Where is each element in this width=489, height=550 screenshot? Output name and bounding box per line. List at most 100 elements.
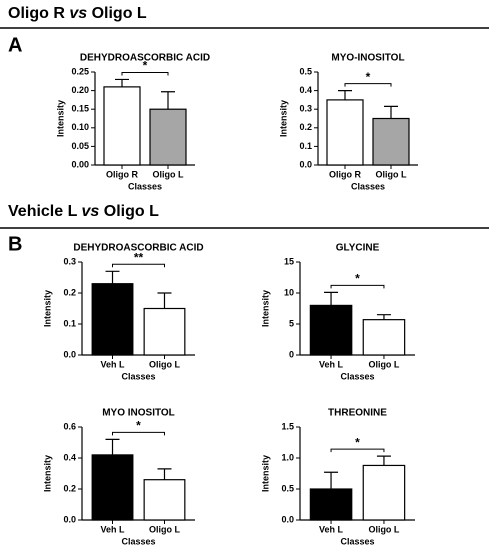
x-tick-label: Oligo L xyxy=(149,359,180,369)
error-bar xyxy=(105,270,120,284)
chart-title: MYO-INOSITOL xyxy=(331,53,404,64)
error-bar xyxy=(384,105,398,119)
y-tick-label: 0.15 xyxy=(71,104,89,114)
bar xyxy=(309,488,353,521)
chart-title: DEHYDROASCORBIC ACID xyxy=(80,53,210,64)
section-title: Oligo R vs Oligo L xyxy=(8,5,147,22)
y-tick-label: 0.6 xyxy=(63,421,76,431)
y-tick-label: 0.0 xyxy=(281,514,294,524)
bar xyxy=(326,99,364,166)
bar xyxy=(362,464,406,521)
y-tick-label: 0.20 xyxy=(71,85,89,95)
y-tick-label: 1.5 xyxy=(281,421,294,431)
y-axis-label: Intensity xyxy=(42,455,52,492)
chart-title: THREONINE xyxy=(328,408,387,419)
y-tick-label: 0.05 xyxy=(71,141,89,151)
bar xyxy=(143,479,186,521)
bar xyxy=(143,307,186,356)
bar xyxy=(91,454,134,521)
section-title: Vehicle L vs Oligo L xyxy=(8,203,159,220)
significance-label: * xyxy=(143,59,148,73)
error-bar xyxy=(161,91,175,110)
chart-panel: MYO INOSITOL 0.0 0.2 0.4 0.6 Intensity Classes… xyxy=(42,408,195,546)
chart-panel: DEHYDROASCORBIC ACID 0.0 0.1 0.2 0.3 Intensit… xyxy=(42,243,203,382)
error-bar xyxy=(324,471,339,489)
chart-title: MYO INOSITOL xyxy=(102,408,175,419)
significance-label: * xyxy=(136,419,141,433)
x-axis-label: Classes xyxy=(351,181,385,191)
x-tick-label: Oligo L xyxy=(376,169,407,179)
x-axis-label: Classes xyxy=(121,371,155,381)
y-tick-label: 0.1 xyxy=(63,318,76,328)
x-tick-label: Veh L xyxy=(101,359,126,369)
x-tick-label: Veh L xyxy=(319,524,344,534)
significance-bracket xyxy=(330,284,385,289)
significance-label: * xyxy=(355,272,360,286)
error-bar xyxy=(105,438,120,455)
chart-panel: DEHYDROASCORBIC ACID 0.00 0.05 0.10 0.15 0.20… xyxy=(55,53,210,192)
y-axis-label: Intensity xyxy=(55,100,65,137)
error-bar xyxy=(115,78,129,87)
significance-bracket xyxy=(330,448,385,453)
x-tick-label: Oligo L xyxy=(368,359,399,369)
x-tick-label: Oligo L xyxy=(149,524,180,534)
significance-bracket xyxy=(121,71,169,76)
chart-panel: THREONINE 0.0 0.5 1.0 1.5 Intensity Classes Veh… xyxy=(260,408,415,546)
section-label: B xyxy=(8,233,22,255)
x-tick-label: Veh L xyxy=(101,524,126,534)
y-axis-label: Intensity xyxy=(42,290,52,327)
x-axis-label: Classes xyxy=(340,371,374,381)
bar xyxy=(91,283,134,356)
chart-title: DEHYDROASCORBIC ACID xyxy=(73,243,203,254)
y-tick-label: 5 xyxy=(289,318,294,328)
error-bar xyxy=(157,292,172,309)
significance-bracket xyxy=(112,263,165,268)
y-tick-label: 0.0 xyxy=(63,514,76,524)
y-tick-label: 0.5 xyxy=(281,483,294,493)
error-bar xyxy=(157,468,172,480)
error-bar xyxy=(376,314,391,320)
section-label: A xyxy=(8,34,22,56)
y-tick-label: 1.0 xyxy=(281,452,294,462)
significance-label: * xyxy=(355,435,360,449)
chart-title: GLYCINE xyxy=(336,243,380,254)
y-tick-label: 0.0 xyxy=(63,349,76,359)
y-tick-label: 0.4 xyxy=(63,452,76,462)
bar xyxy=(149,108,187,166)
x-axis-label: Classes xyxy=(128,181,162,191)
y-tick-label: 10 xyxy=(284,287,294,297)
y-tick-label: 0.3 xyxy=(299,104,312,114)
significance-bracket xyxy=(344,83,392,87)
y-axis-label: Intensity xyxy=(260,455,270,492)
chart-panel: MYO-INOSITOL 0.0 0.1 0.2 0.3 0.4 0.5 Intensity C… xyxy=(278,53,418,191)
y-tick-label: 0.4 xyxy=(299,85,312,95)
bar xyxy=(362,319,406,356)
y-tick-label: 0.3 xyxy=(63,256,76,266)
y-axis-label: Intensity xyxy=(260,290,270,327)
bar xyxy=(309,304,353,356)
significance-bracket xyxy=(112,431,165,436)
chart-panel: GLYCINE 0 5 10 15 Intensity Classes Veh L Oligo … xyxy=(260,243,415,381)
x-tick-label: Veh L xyxy=(319,359,344,369)
x-tick-label: Oligo L xyxy=(368,524,399,534)
y-tick-label: 0.2 xyxy=(63,483,76,493)
x-tick-label: Oligo L xyxy=(153,169,184,179)
y-tick-label: 0 xyxy=(289,349,294,359)
error-bar xyxy=(324,291,339,306)
y-tick-label: 0.10 xyxy=(71,122,89,132)
error-bar xyxy=(338,90,352,100)
x-axis-label: Classes xyxy=(121,536,155,546)
y-tick-label: 0.00 xyxy=(71,159,89,169)
x-tick-label: Oligo R xyxy=(329,169,361,179)
bar xyxy=(103,86,141,166)
bar xyxy=(372,117,410,166)
y-tick-label: 0.5 xyxy=(299,66,312,76)
significance-label: ** xyxy=(134,250,144,264)
y-tick-label: 0.2 xyxy=(63,287,76,297)
y-tick-label: 15 xyxy=(284,256,294,266)
significance-label: * xyxy=(366,70,371,84)
y-tick-label: 0.1 xyxy=(299,141,312,151)
y-tick-label: 0.2 xyxy=(299,122,312,132)
error-bar xyxy=(376,455,391,466)
